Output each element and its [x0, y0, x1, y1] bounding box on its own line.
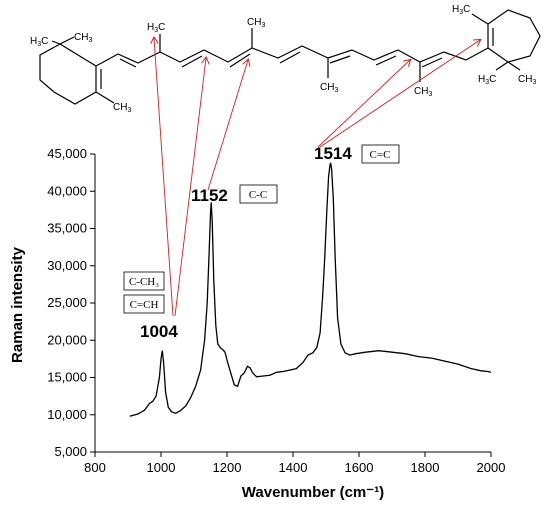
x-tick-label: 1400 — [279, 460, 308, 475]
assignment-text-c-c: C-C — [249, 189, 267, 201]
chain-methyl-label-1: H3C — [147, 22, 165, 34]
y-axis-title: Raman intensity — [9, 246, 26, 363]
polyene-chain — [95, 45, 489, 67]
chain-methyl-label-4: CH3 — [414, 86, 432, 98]
left-ring-methyl-label: CH3 — [113, 102, 131, 114]
double-bond-5 — [329, 55, 351, 64]
x-tick-label: 800 — [84, 460, 106, 475]
y-tick-label: 35,000 — [47, 221, 87, 236]
x-axis-ticks: 800 1000 1200 1400 1600 1800 2000 — [84, 452, 505, 475]
y-tick-label: 45,000 — [47, 146, 87, 161]
arrow-1514-to-chain-1 — [317, 60, 410, 148]
x-tick-label: 2000 — [477, 460, 506, 475]
right-gem-methyl-bond-2 — [507, 61, 521, 71]
y-tick-label: 15,000 — [47, 370, 87, 385]
series-line-raman-spectrum — [129, 162, 492, 417]
y-tick-label: 30,000 — [47, 258, 87, 273]
double-bond-2 — [181, 55, 203, 68]
double-bond-3 — [229, 53, 251, 68]
x-tick-label: 1000 — [147, 460, 176, 475]
y-tick-label: 25,000 — [47, 295, 87, 310]
left-gem-methyl-label-1: H3C — [30, 36, 48, 48]
right-ring-methyl-bond — [471, 13, 489, 25]
left-ring-methyl-bond — [95, 91, 115, 104]
assignment-box-c-ch3: C-CH₃ — [123, 271, 165, 291]
x-tick-label: 1800 — [411, 460, 440, 475]
x-tick-label: 1200 — [213, 460, 242, 475]
right-ring-methyl-label: H3C — [452, 4, 470, 16]
assignment-text-c-double-c: C=C — [370, 149, 391, 161]
double-bond-6 — [375, 55, 397, 66]
y-tick-label: 40,000 — [47, 183, 87, 198]
left-ring — [39, 43, 97, 105]
peak-label-1152: 1152 — [191, 186, 228, 205]
assignment-text-c-ch3: C-CH₃ — [129, 276, 159, 288]
arrow-1004-to-chain-1 — [174, 58, 206, 317]
right-gem-methyl-bond-1 — [495, 61, 509, 71]
x-axis-title: Wavenumber (cm⁻¹) — [242, 484, 384, 501]
left-gem-methyl-bond-2 — [59, 36, 75, 45]
y-axis-ticks: 5,000 10,000 15,000 20,000 25,000 30,000 35,00… — [47, 146, 95, 459]
chain-methyl-label-2: CH3 — [247, 17, 265, 29]
y-tick-label: 10,000 — [47, 407, 87, 422]
assignment-arrows — [154, 38, 480, 317]
double-bond-4 — [279, 51, 301, 64]
assignment-box-c-c: C-C — [239, 184, 278, 204]
assignment-text-c-ch: C=CH — [130, 299, 159, 311]
x-tick-label: 1600 — [345, 460, 374, 475]
left-ring-bond — [59, 43, 97, 67]
right-ring — [487, 9, 541, 63]
left-gem-methyl-label-2: CH3 — [74, 32, 92, 44]
arrow-1514-to-chain-2 — [319, 40, 480, 148]
arrow-1152-to-chain — [207, 60, 248, 191]
chain-methyl-label-3: CH3 — [320, 82, 338, 94]
arrow-1004-to-methyl — [154, 38, 174, 317]
polyene-double-bonds — [119, 58, 137, 68]
right-gem-methyl-label-2: CH3 — [518, 74, 536, 86]
molecule-structure — [39, 9, 541, 105]
peak-label-1004: 1004 — [140, 322, 178, 341]
y-tick-label: 20,000 — [47, 332, 87, 347]
right-gem-methyl-label-1: H3C — [478, 74, 496, 86]
double-bond-7 — [421, 57, 443, 68]
assignment-box-c-double-c: C=C — [361, 144, 400, 164]
peak-label-1514: 1514 — [314, 144, 352, 163]
assignment-box-c-ch: C=CH — [123, 294, 165, 314]
left-gem-methyl-bond-1 — [51, 40, 61, 45]
y-tick-label: 5,000 — [54, 444, 87, 459]
